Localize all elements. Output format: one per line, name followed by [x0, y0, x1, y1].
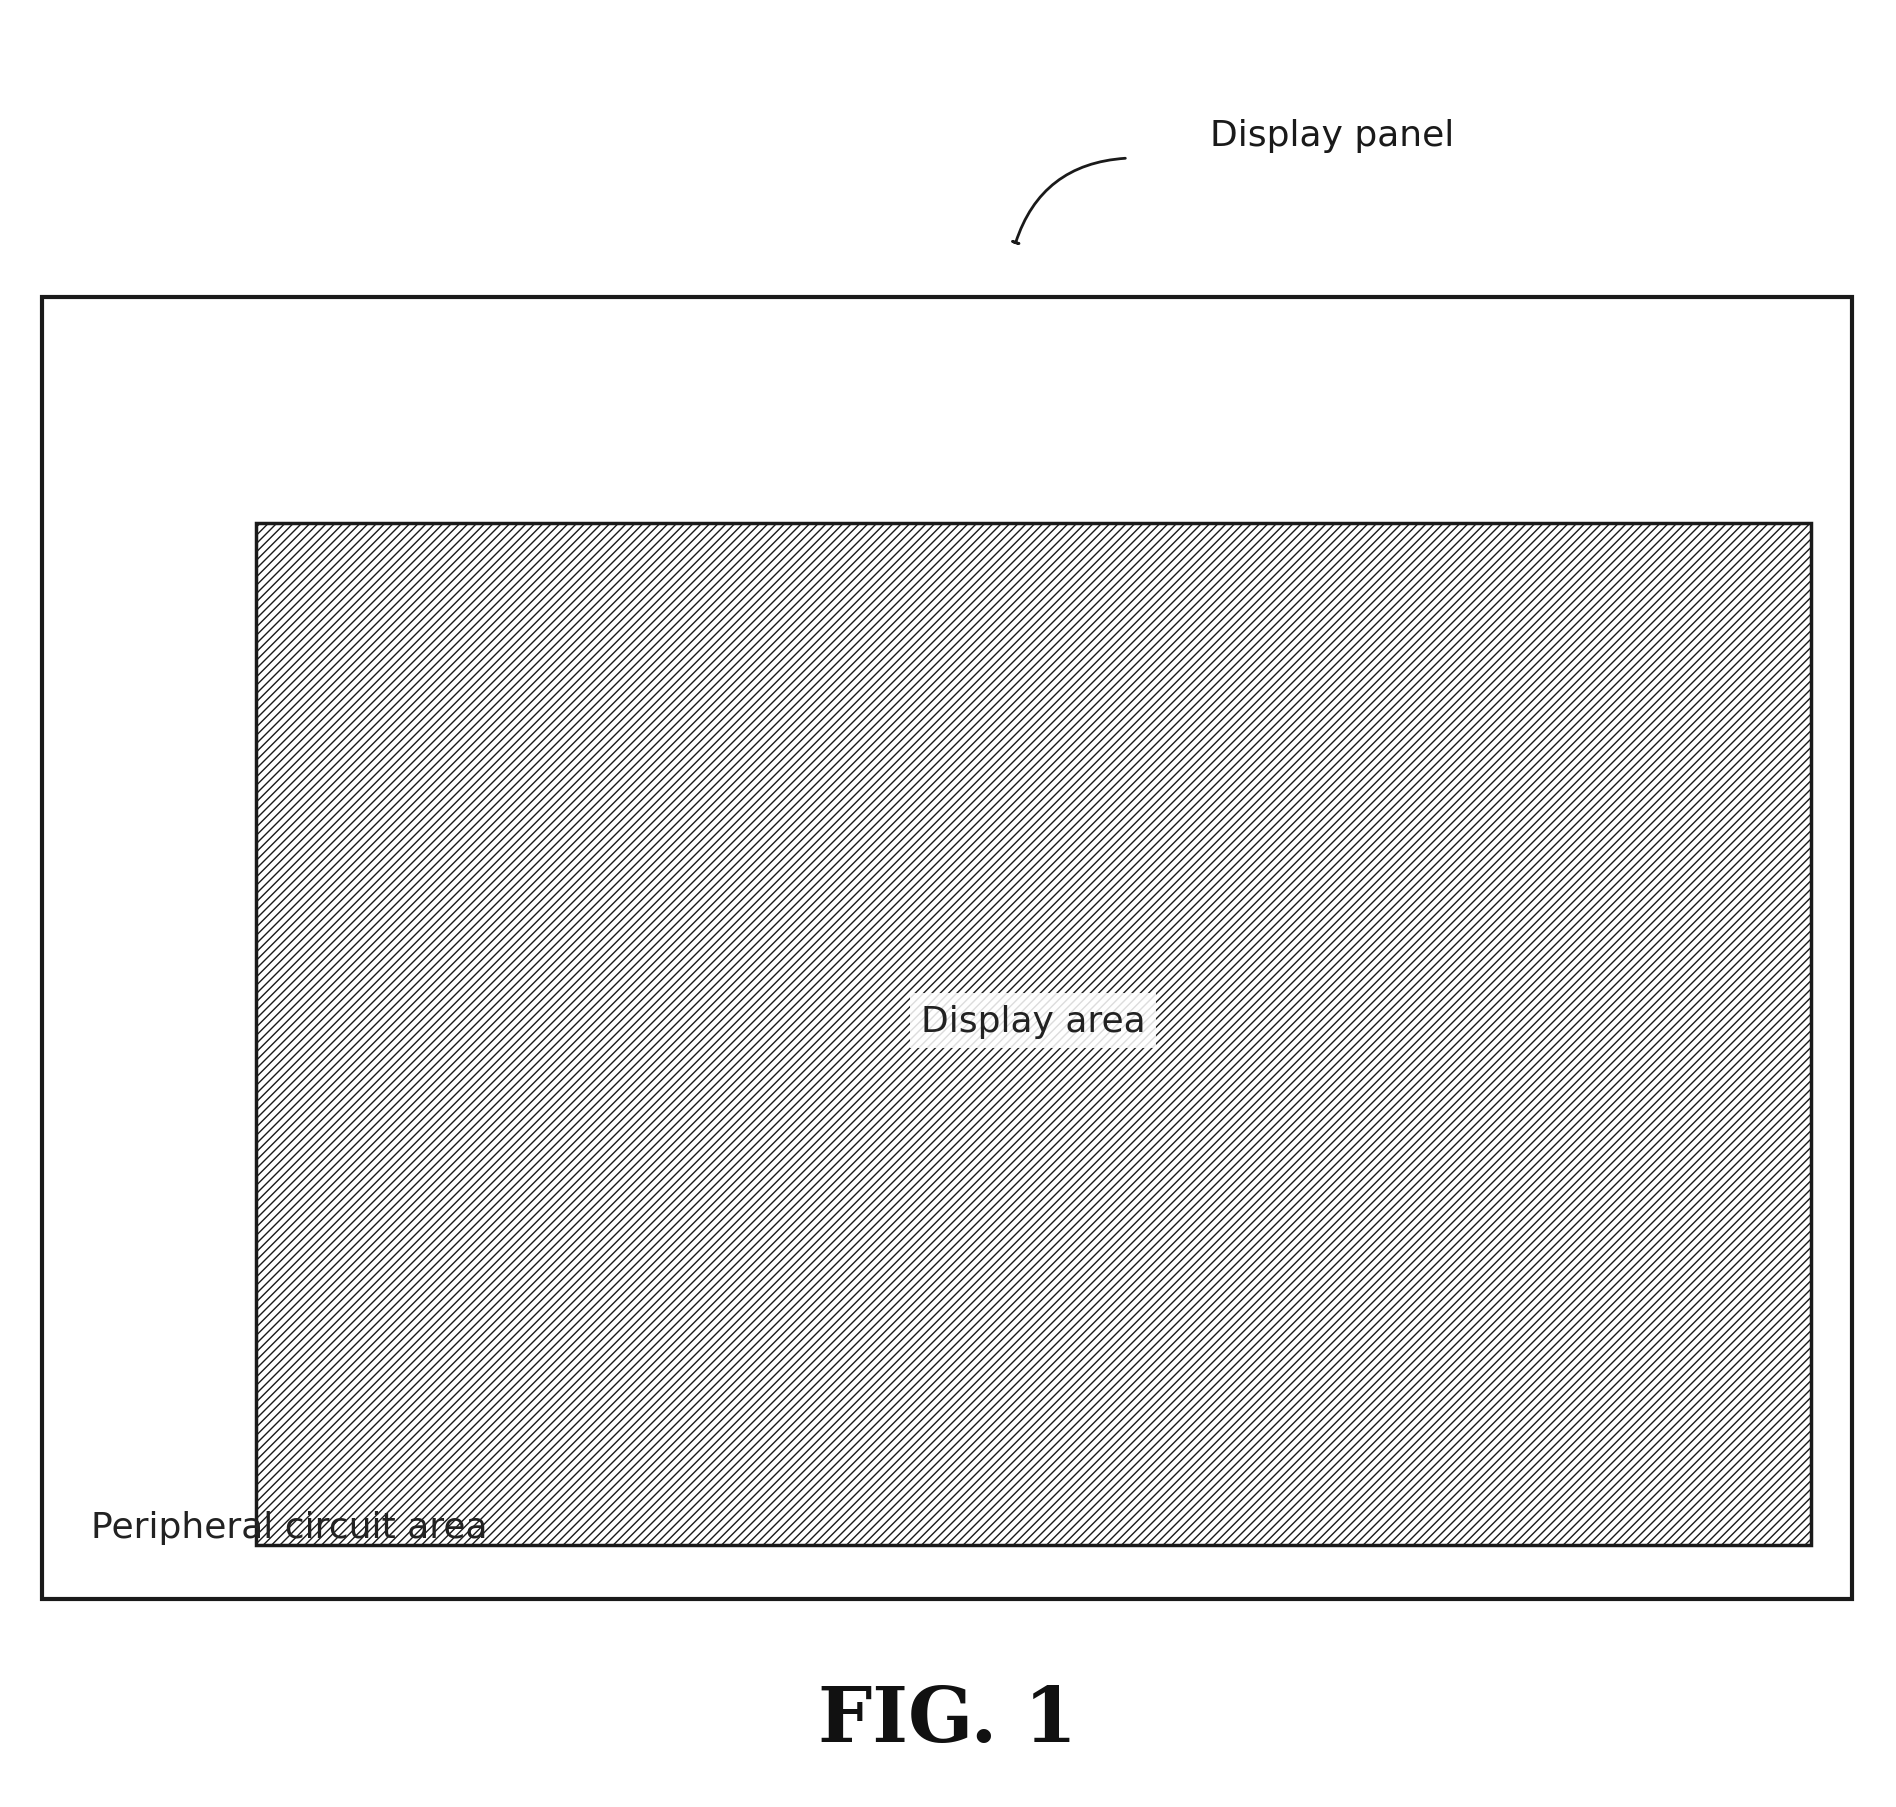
- Bar: [256, 524, 1811, 1545]
- Text: FIG. 1: FIG. 1: [819, 1684, 1077, 1756]
- Text: Display panel: Display panel: [1210, 119, 1454, 152]
- Bar: [42, 298, 1852, 1599]
- Text: Peripheral circuit area: Peripheral circuit area: [91, 1511, 487, 1543]
- Text: Display area: Display area: [921, 1005, 1145, 1037]
